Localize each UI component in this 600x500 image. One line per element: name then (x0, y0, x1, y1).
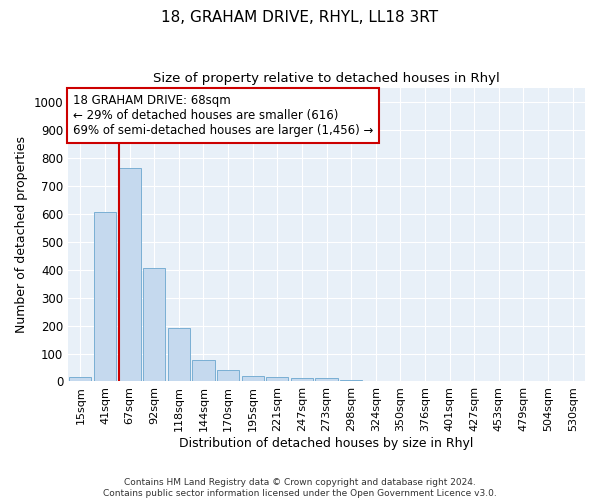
Text: 18 GRAHAM DRIVE: 68sqm
← 29% of detached houses are smaller (616)
69% of semi-de: 18 GRAHAM DRIVE: 68sqm ← 29% of detached… (73, 94, 374, 137)
Bar (94, 212, 116, 382)
Bar (340, 380, 362, 382)
Bar (316, 378, 338, 382)
Title: Size of property relative to detached houses in Rhyl: Size of property relative to detached ho… (153, 72, 500, 86)
Bar (168, 328, 190, 382)
Text: Contains HM Land Registry data © Crown copyright and database right 2024.
Contai: Contains HM Land Registry data © Crown c… (103, 478, 497, 498)
Bar (217, 370, 239, 382)
X-axis label: Distribution of detached houses by size in Rhyl: Distribution of detached houses by size … (179, 437, 474, 450)
Bar (143, 268, 165, 382)
Bar (69, 378, 91, 382)
Y-axis label: Number of detached properties: Number of detached properties (15, 136, 28, 334)
Bar (266, 378, 289, 382)
Bar (242, 376, 264, 382)
Bar (291, 378, 313, 382)
Bar (119, 168, 140, 382)
Text: 18, GRAHAM DRIVE, RHYL, LL18 3RT: 18, GRAHAM DRIVE, RHYL, LL18 3RT (161, 10, 439, 25)
Bar (193, 360, 215, 382)
